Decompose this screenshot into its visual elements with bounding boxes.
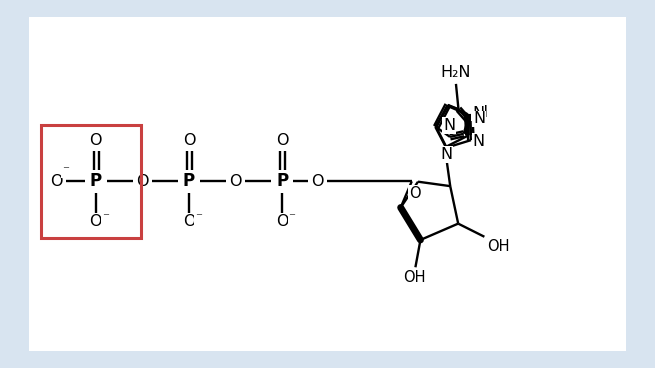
Text: N: N [472, 106, 484, 121]
Text: N: N [472, 107, 485, 121]
Text: N: N [443, 118, 455, 133]
Text: O: O [50, 174, 62, 189]
Text: O: O [90, 214, 102, 229]
Bar [41, 125, 141, 238]
Text: O: O [136, 174, 149, 189]
Text: O: O [409, 186, 421, 201]
Text: N: N [476, 106, 488, 120]
Text: O: O [276, 133, 288, 148]
Text: ⁻: ⁻ [62, 164, 69, 177]
Text: O: O [183, 133, 195, 148]
Text: N: N [440, 147, 452, 162]
Text: ⁻: ⁻ [195, 212, 202, 225]
Text: ⁻: ⁻ [288, 212, 295, 225]
Text: P: P [183, 172, 195, 190]
Text: O: O [311, 174, 324, 189]
Text: O: O [90, 133, 102, 148]
Text: O: O [229, 174, 242, 189]
Text: H₂N: H₂N [441, 65, 471, 80]
Text: N: N [473, 112, 485, 126]
Text: P: P [276, 172, 288, 190]
Text: P: P [90, 172, 102, 190]
Text: N: N [473, 134, 485, 149]
Text: O: O [183, 214, 195, 229]
Text: OH: OH [487, 239, 510, 254]
Text: OH: OH [403, 270, 426, 285]
Text: ⁻: ⁻ [102, 212, 109, 225]
Text: O: O [276, 214, 288, 229]
